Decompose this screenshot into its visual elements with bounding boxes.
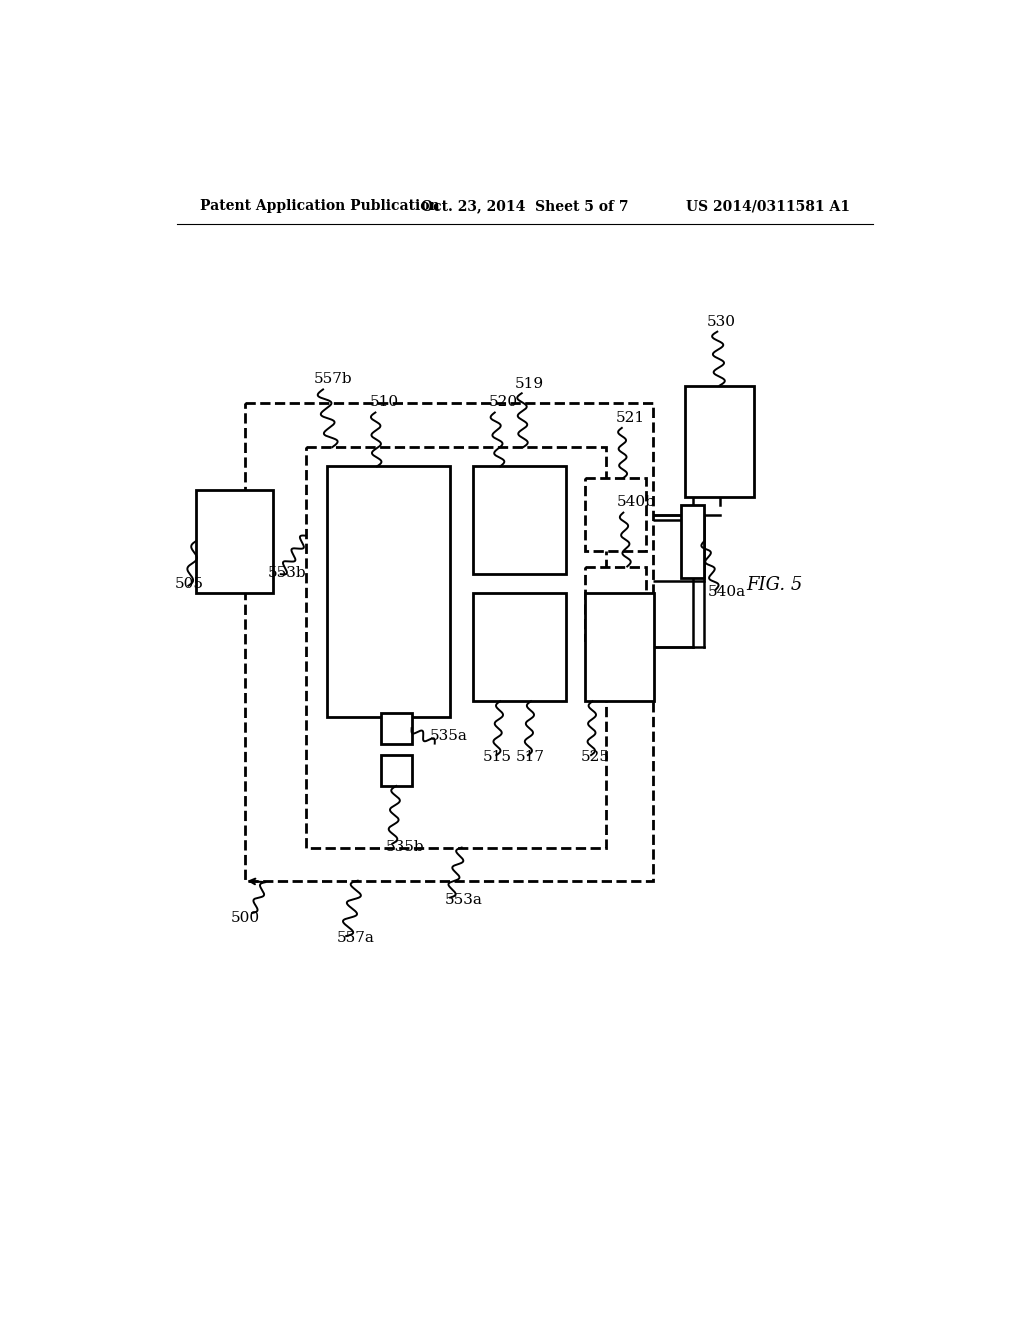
Bar: [685, 385, 755, 498]
Text: 517: 517: [515, 750, 545, 764]
Text: 540b: 540b: [617, 495, 656, 510]
Text: FIG. 5: FIG. 5: [746, 576, 803, 594]
Text: Patent Application Publication: Patent Application Publication: [200, 199, 439, 213]
Text: 557b: 557b: [313, 372, 352, 387]
Text: 500: 500: [230, 911, 260, 925]
Text: US 2014/0311581 A1: US 2014/0311581 A1: [686, 199, 850, 213]
Bar: [473, 466, 565, 574]
Text: 510: 510: [370, 396, 398, 409]
Bar: [306, 447, 606, 847]
Text: 530: 530: [707, 315, 735, 329]
Text: 525: 525: [581, 750, 610, 764]
Text: 519: 519: [515, 378, 544, 391]
Bar: [585, 566, 646, 640]
Text: 535b: 535b: [386, 841, 425, 854]
Bar: [327, 466, 451, 717]
Bar: [245, 404, 652, 880]
Bar: [381, 713, 412, 743]
Text: 520: 520: [488, 396, 518, 409]
Bar: [585, 594, 654, 701]
Bar: [196, 490, 273, 594]
Text: 535a: 535a: [429, 729, 467, 743]
Bar: [585, 478, 646, 552]
Text: 553a: 553a: [444, 892, 482, 907]
Text: 521: 521: [615, 411, 645, 425]
Text: 557a: 557a: [337, 932, 375, 945]
Bar: [473, 594, 565, 701]
Text: 505: 505: [175, 577, 204, 591]
Text: 515: 515: [483, 750, 512, 764]
Text: 553b: 553b: [267, 565, 306, 579]
Bar: [381, 755, 412, 785]
Text: Oct. 23, 2014  Sheet 5 of 7: Oct. 23, 2014 Sheet 5 of 7: [421, 199, 629, 213]
Bar: [681, 506, 705, 578]
Text: 540a: 540a: [708, 585, 745, 599]
